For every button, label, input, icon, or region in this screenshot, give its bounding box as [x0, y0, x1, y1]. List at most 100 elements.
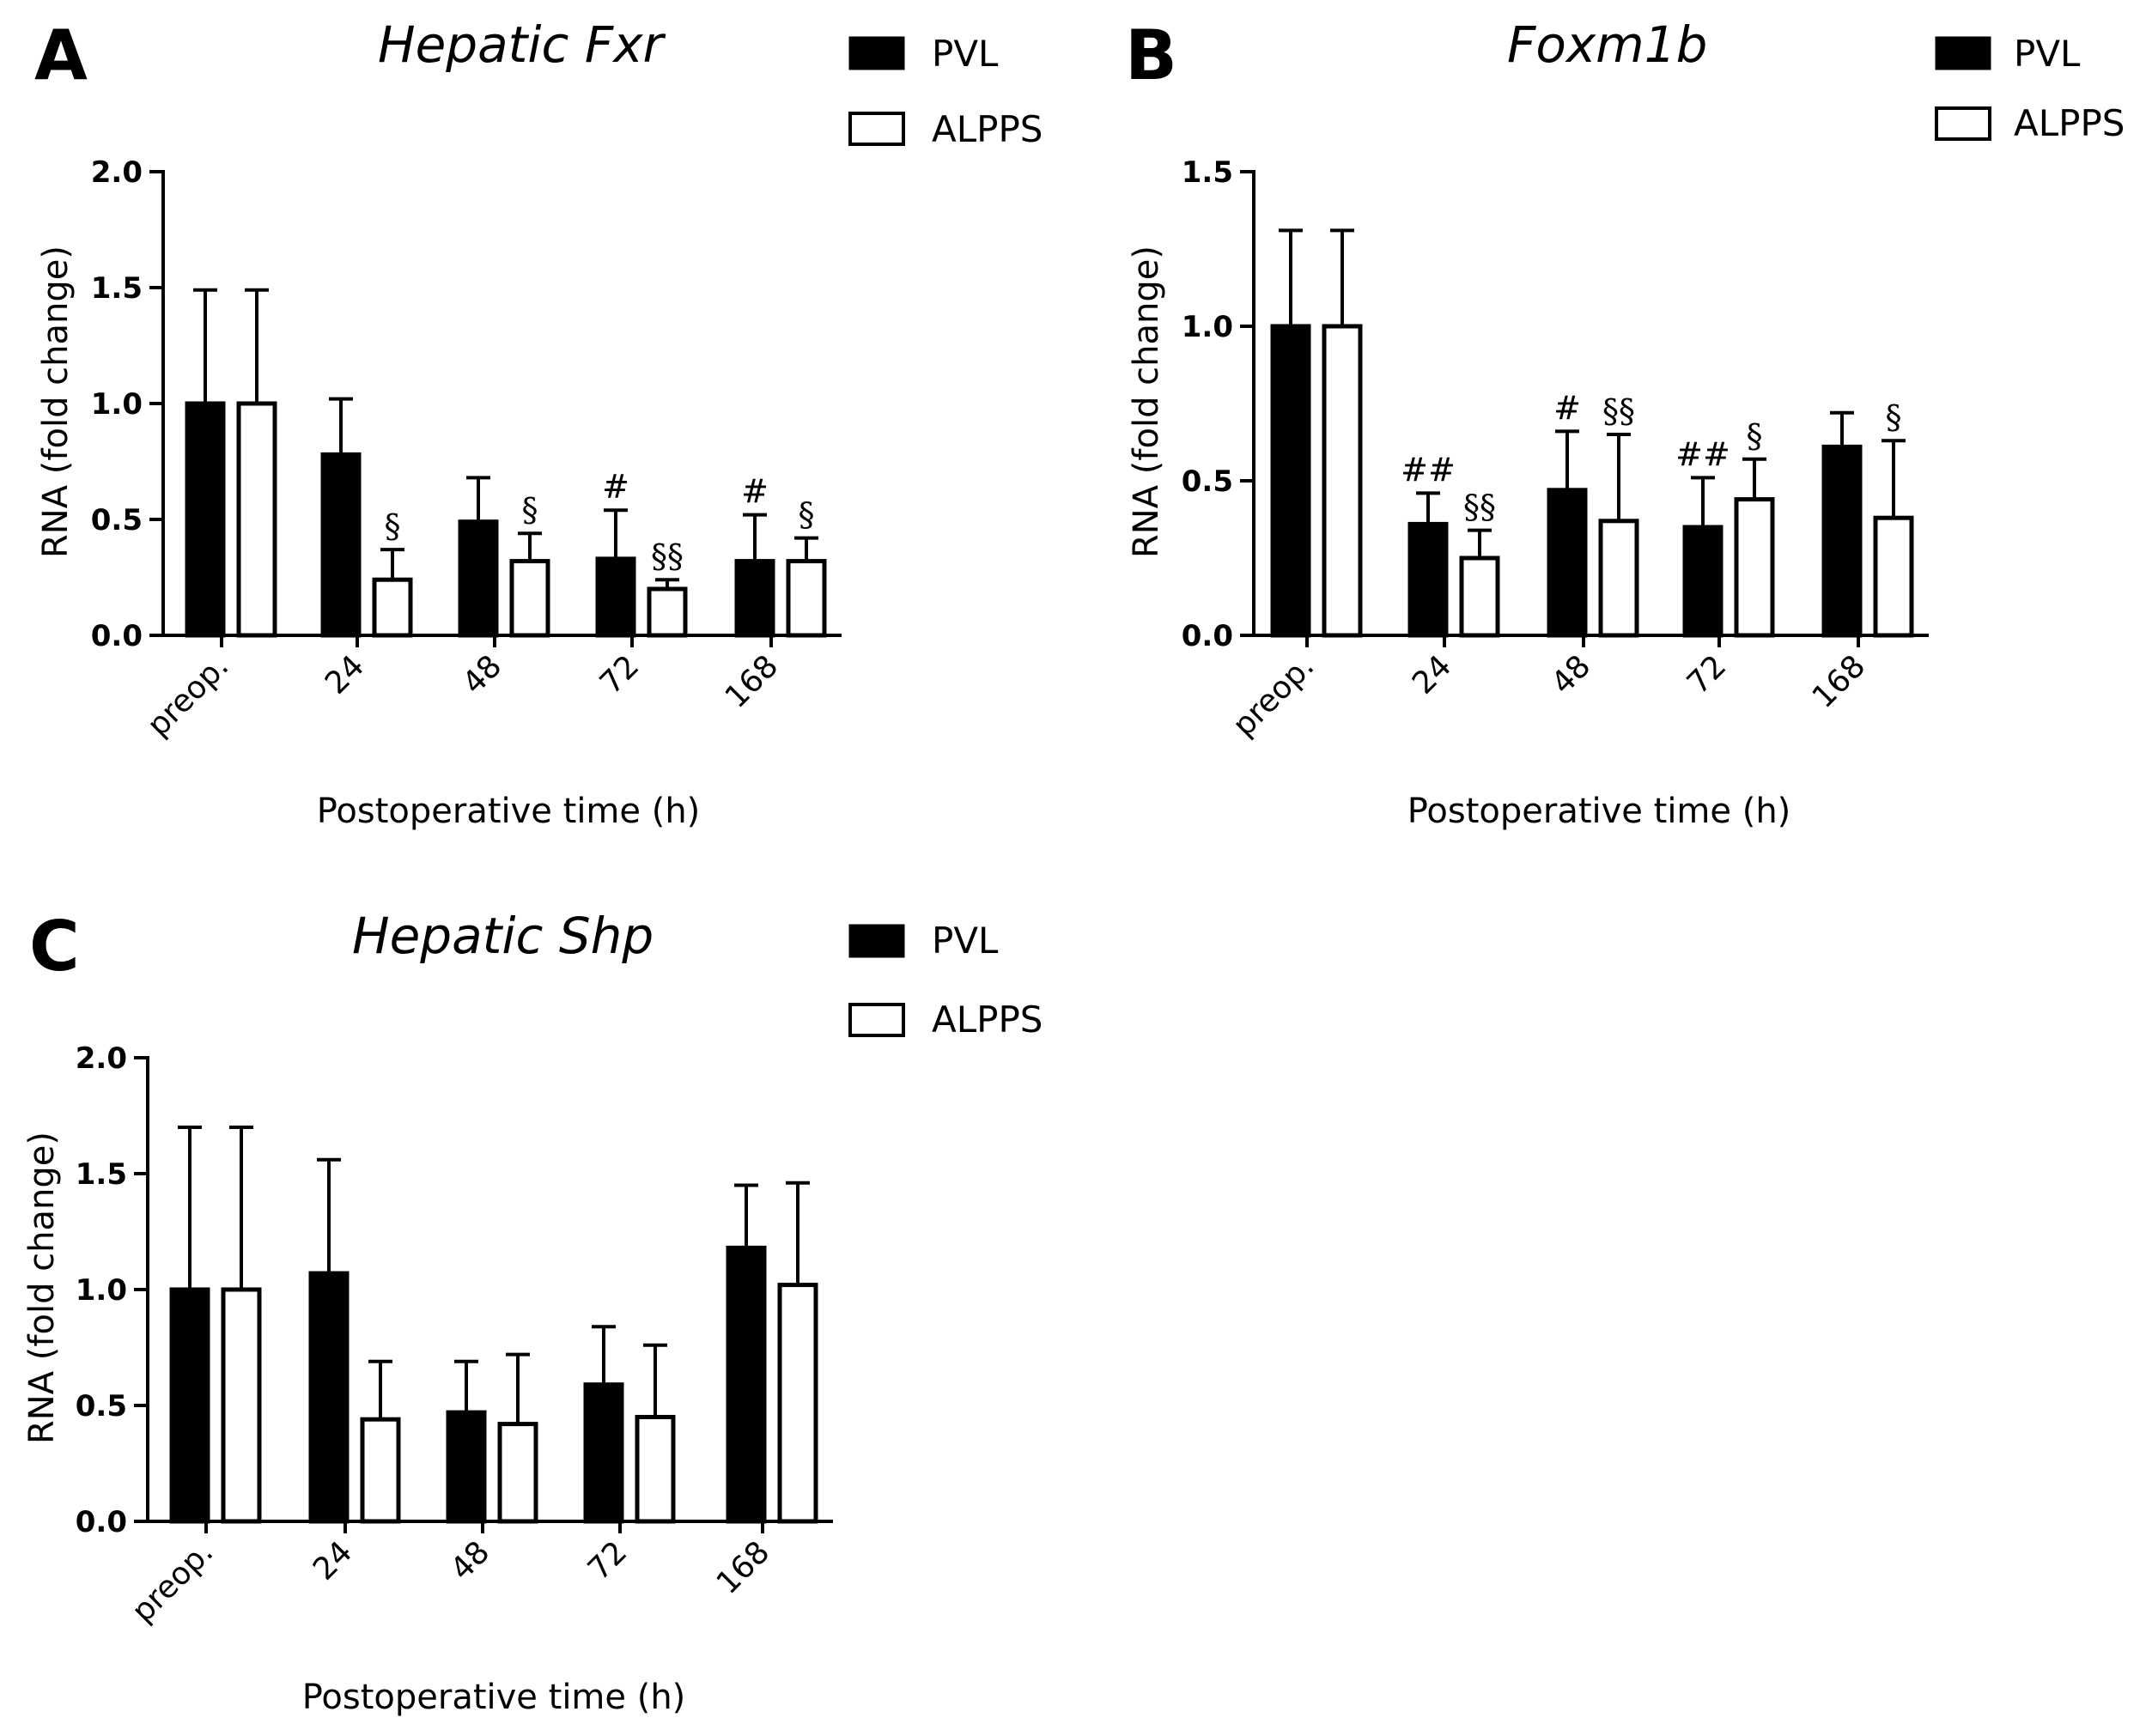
panel-a-legend-swatch-pvl	[848, 36, 905, 70]
panel-a-xlabel: Postoperative time (h)	[317, 792, 701, 831]
panel-a-legend-label-alpps: ALPPS	[932, 108, 1043, 150]
panel-c-legend-swatch-pvl	[848, 924, 905, 958]
panel-a-annotation-pvl: #	[602, 468, 629, 506]
panel-c-ylabel: RNA (fold change)	[22, 1132, 62, 1444]
panel-c-plot-area: 0.0 0.5 1.0 1.5 2.0 preop. 24 48 72 168	[76, 1041, 833, 1630]
panel-b-annotation-pvl: ##	[1401, 451, 1456, 489]
panel-b-legend-swatch-pvl	[1935, 36, 1991, 70]
panel-b-annotation-alpps: §§	[1463, 489, 1496, 526]
panel-c-x-tick-label: preop.	[125, 1534, 221, 1630]
panel-b-y-tick-label: 0.5	[1182, 464, 1233, 499]
panel-a-y-tick-label: 0.0	[91, 619, 143, 653]
panel-b-annotation-alpps: §§	[1602, 392, 1635, 430]
panel-a-bar-alpps	[509, 559, 550, 638]
panel-a-x-tick-label: 24	[319, 648, 371, 701]
panel-c-bar-pvl	[446, 1410, 487, 1524]
panel-c-bar-alpps	[777, 1283, 818, 1524]
panel-a-bar-alpps	[372, 577, 413, 638]
panel-c-x-tick-label: 72	[581, 1534, 634, 1587]
panel-c-bar-alpps	[497, 1422, 538, 1524]
panel-c-bar-alpps	[360, 1417, 401, 1524]
panel-b-bar-alpps	[1598, 519, 1639, 638]
panel-b-bar-alpps	[1322, 324, 1363, 638]
panel-a-bar-pvl	[320, 452, 362, 638]
panel-c-legend-swatch-alpps	[848, 1003, 905, 1037]
panel-a-annotation-pvl: #	[741, 473, 769, 511]
panel-a-y-tick-label: 1.0	[91, 387, 143, 422]
panel-c-x-tick-label: 48	[444, 1534, 496, 1587]
panel-b-bar-alpps	[1873, 515, 1914, 638]
panel-b-xlabel: Postoperative time (h)	[1407, 792, 1791, 831]
panel-b-bar-pvl	[1270, 324, 1311, 638]
panel-a-legend-label-pvl: PVL	[932, 33, 999, 75]
panel-a-legend-swatch-alpps	[848, 112, 905, 146]
panel-c-y-tick-label: 1.5	[76, 1157, 127, 1192]
panel-a-bar-alpps	[236, 401, 277, 638]
panel-a-bar-alpps	[647, 586, 688, 638]
panel-letter-c: C	[29, 907, 80, 986]
panel-a-annotation-alpps: §	[385, 507, 401, 545]
panel-b-bar-alpps	[1734, 497, 1775, 638]
panel-b-x-tick-label: 72	[1681, 648, 1733, 701]
panel-b-legend: PVL ALPPS	[1935, 33, 2125, 144]
panel-c-x-tick-label: 168	[710, 1534, 777, 1601]
panel-c-y-tick-label: 2.0	[76, 1041, 127, 1076]
panel-c-bar-pvl	[726, 1245, 767, 1524]
panel-a-x-tick-label: 48	[456, 648, 508, 701]
panel-b-annotation-pvl: #	[1553, 389, 1581, 427]
panel-letter-b: B	[1125, 15, 1177, 95]
panel-c-y-tick-label: 0.5	[76, 1389, 127, 1423]
panel-b-bar-pvl	[1407, 521, 1449, 638]
panel-b-ylabel: RNA (fold change)	[1127, 246, 1166, 558]
panel-c-xlabel: Postoperative time (h)	[302, 1678, 686, 1717]
panel-b-y-tick-label: 0.0	[1182, 619, 1233, 653]
panel-a-bar-pvl	[458, 519, 499, 638]
panel-b-legend-label-alpps: ALPPS	[2014, 102, 2125, 144]
panel-a-y-tick-label: 2.0	[91, 155, 143, 190]
panel-b-bar-pvl	[1547, 488, 1588, 638]
panel-c-y-tick-label: 0.0	[76, 1505, 127, 1539]
panel-letter-a: A	[34, 15, 88, 95]
panel-b-bar-pvl	[1682, 525, 1723, 638]
panel-a-legend: PVL ALPPS	[848, 33, 1043, 150]
panel-b-x-tick-label: preop.	[1226, 648, 1322, 744]
panel-b-title: Foxm1b	[1507, 15, 1707, 74]
panel-a-annotation-alpps: §§	[651, 537, 684, 575]
panel-a-y-tick-label: 0.5	[91, 503, 143, 537]
panel-b-annotation-pvl: ##	[1675, 435, 1730, 473]
panel-b-bar-pvl	[1821, 444, 1863, 638]
panel-a-x-tick-label: 168	[719, 648, 786, 715]
panel-a-title: Hepatic Fxr	[378, 15, 666, 74]
panel-c-legend-label-alpps: ALPPS	[932, 999, 1043, 1041]
panel-c-legend: PVL ALPPS	[848, 920, 1043, 1041]
panel-c-bar-pvl	[169, 1287, 210, 1524]
panel-a-ylabel: RNA (fold change)	[36, 246, 76, 558]
panel-c: C Hepatic Shp Postoperative time (h) RNA…	[22, 907, 1043, 1717]
panel-c-bar-alpps	[221, 1287, 262, 1524]
panel-b-x-tick-label: 48	[1545, 648, 1597, 701]
panel-b-legend-swatch-alpps	[1935, 106, 1991, 141]
panel-c-legend-label-pvl: PVL	[932, 920, 999, 962]
panel-b-y-tick-label: 1.5	[1182, 155, 1233, 190]
panel-c-y-tick-label: 1.0	[76, 1273, 127, 1308]
panel-a: A Hepatic Fxr Postoperative time (h) RNA…	[34, 15, 1043, 831]
panel-b-annotation-alpps: §	[1747, 417, 1763, 455]
panel-c-bar-alpps	[635, 1415, 676, 1524]
panel-b-x-tick-label: 24	[1406, 648, 1458, 701]
panel-a-x-tick-label: preop.	[141, 648, 236, 744]
panel-a-bar-pvl	[734, 559, 775, 638]
panel-c-title: Hepatic Shp	[352, 907, 654, 965]
panel-a-bar-alpps	[786, 559, 827, 638]
panel-b-bar-alpps	[1459, 555, 1500, 638]
panel-a-x-tick-label: 72	[593, 648, 646, 701]
panel-a-bar-pvl	[185, 401, 226, 638]
panel-b-y-tick-label: 1.0	[1182, 310, 1233, 344]
panel-b-annotation-alpps: §	[1886, 398, 1902, 436]
panel-b-x-tick-label: 168	[1806, 648, 1873, 715]
panel-a-annotation-alpps: §	[522, 491, 538, 529]
panel-c-x-tick-label: 24	[307, 1534, 359, 1587]
panel-c-bar-pvl	[583, 1382, 624, 1524]
